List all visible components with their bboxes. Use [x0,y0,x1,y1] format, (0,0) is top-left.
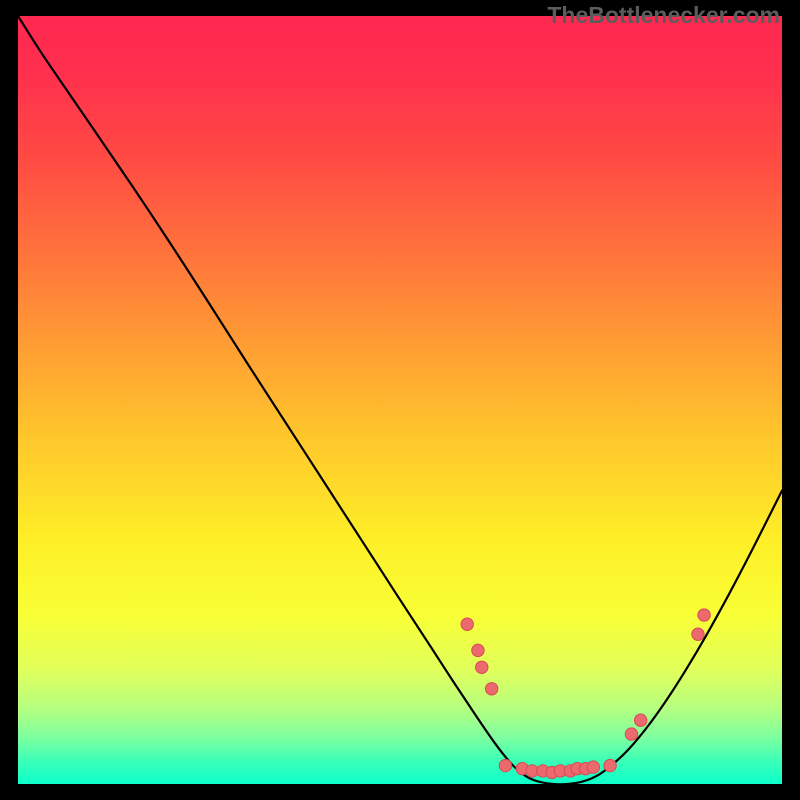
data-marker [472,644,484,656]
data-marker [634,714,646,726]
data-marker [485,683,497,695]
data-marker [625,728,637,740]
watermark-text: TheBottlenecker.com [547,2,780,29]
data-marker [461,618,473,630]
data-marker [587,761,599,773]
chart-svg [0,0,800,800]
data-marker [499,759,511,771]
data-marker [698,609,710,621]
data-marker [692,628,704,640]
data-marker [476,661,488,673]
data-marker [604,759,616,771]
plot-background [18,16,782,784]
bottleneck-chart: TheBottlenecker.com [0,0,800,800]
